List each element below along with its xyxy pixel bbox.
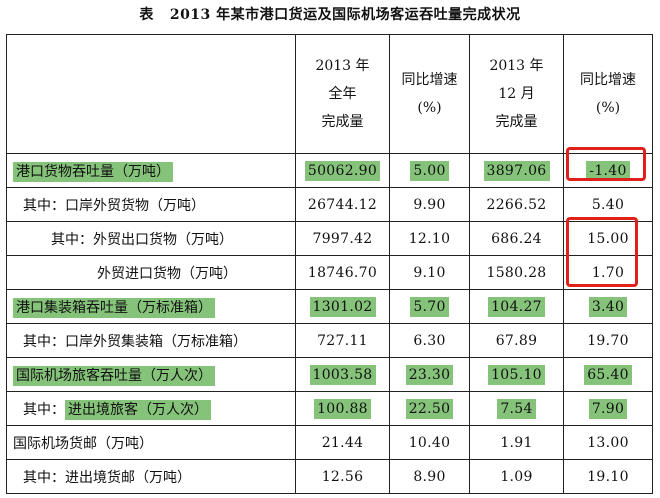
row-label: 其中：口岸外贸货物（万吨） [6, 187, 296, 222]
cell-december: 1580.28 [469, 255, 564, 290]
table-row-border-cargo-mail: 其中：进出境货邮（万吨） 12.56 8.90 1.09 19.10 [6, 459, 653, 494]
row-label: 其中：口岸外贸集装箱（万标准箱） [6, 323, 296, 358]
cell-december: 7.54 [469, 391, 564, 426]
cell-annual-growth: 5.00 [389, 153, 470, 188]
cell-annual-growth: 10.40 [389, 425, 470, 460]
cell-december: 2266.52 [469, 187, 564, 222]
table-title: 表 2013 年某市港口货运及国际机场客运吞吐量完成状况 [0, 4, 660, 24]
cell-december-growth: 65.40 [563, 357, 653, 392]
row-label: 国际机场旅客吞吐量（万人次） [6, 357, 296, 392]
header-row: 2013 年 全年 完成量 同比增速 (%) 2013 年 12 月 完成量 同… [6, 34, 653, 154]
table-row-foreign-trade-container: 其中：口岸外贸集装箱（万标准箱） 727.11 6.30 67.89 19.70 [6, 323, 653, 358]
cell-annual: 21.44 [295, 425, 390, 460]
throughput-table: 2013 年 全年 完成量 同比增速 (%) 2013 年 12 月 完成量 同… [6, 34, 653, 494]
header-cell-december: 2013 年 12 月 完成量 [469, 34, 564, 154]
table-row-airport-passengers: 国际机场旅客吞吐量（万人次） 1003.58 23.30 105.10 65.4… [6, 357, 653, 392]
table-row-border-passengers: 其中： 进出境旅客（万人次） 100.88 22.50 7.54 7.90 [6, 391, 653, 426]
cell-annual: 12.56 [295, 459, 390, 494]
cell-december: 67.89 [469, 323, 564, 358]
cell-annual: 1003.58 [295, 357, 390, 392]
cell-december-growth: 3.40 [563, 289, 653, 324]
row-label: 港口货物吞吐量（万吨） [6, 153, 296, 188]
cell-annual: 7997.42 [295, 221, 390, 256]
table-row-airport-cargo-mail: 国际机场货邮（万吨） 21.44 10.40 1.91 13.00 [6, 425, 653, 460]
cell-annual-growth: 22.50 [389, 391, 470, 426]
table-row-export-cargo: 其中：外贸出口货物（万吨） 7997.42 12.10 686.24 15.00 [6, 221, 653, 256]
cell-december: 686.24 [469, 221, 564, 256]
row-label: 国际机场货邮（万吨） [6, 425, 296, 460]
cell-december: 1.09 [469, 459, 564, 494]
cell-annual: 18746.70 [295, 255, 390, 290]
header-cell-item [6, 34, 296, 154]
cell-december-growth: 19.10 [563, 459, 653, 494]
row-label: 其中：进出境货邮（万吨） [6, 459, 296, 494]
cell-annual: 26744.12 [295, 187, 390, 222]
cell-december-growth: 5.40 [563, 187, 653, 222]
table-row-port-container: 港口集装箱吞吐量（万标准箱） 1301.02 5.70 104.27 3.40 [6, 289, 653, 324]
header-cell-annual-growth: 同比增速 (%) [389, 34, 470, 154]
cell-annual-growth: 9.10 [389, 255, 470, 290]
cell-annual-growth: 9.90 [389, 187, 470, 222]
table-row-import-cargo: 外贸进口货物（万吨） 18746.70 9.10 1580.28 1.70 [6, 255, 653, 290]
cell-annual: 100.88 [295, 391, 390, 426]
table-row-port-cargo: 港口货物吞吐量（万吨） 50062.90 5.00 3897.06 -1.40 [6, 153, 653, 188]
cell-december: 105.10 [469, 357, 564, 392]
cell-annual: 50062.90 [295, 153, 390, 188]
row-label: 其中： 进出境旅客（万人次） [6, 391, 296, 426]
cell-december-growth: 19.70 [563, 323, 653, 358]
cell-december-growth: 15.00 [563, 221, 653, 256]
cell-december-growth: 7.90 [563, 391, 653, 426]
table-title-text: 2013 年某市港口货运及国际机场客运吞吐量完成状况 [169, 7, 521, 23]
row-label: 外贸进口货物（万吨） [6, 255, 296, 290]
table-title-lead: 表 [139, 7, 154, 23]
table-row-foreign-trade-cargo: 其中：口岸外贸货物（万吨） 26744.12 9.90 2266.52 5.40 [6, 187, 653, 222]
cell-december-growth: -1.40 [563, 153, 653, 188]
cell-annual: 727.11 [295, 323, 390, 358]
header-cell-annual: 2013 年 全年 完成量 [295, 34, 390, 154]
header-cell-december-growth: 同比增速 (%) [563, 34, 653, 154]
cell-december: 1.91 [469, 425, 564, 460]
cell-december: 3897.06 [469, 153, 564, 188]
cell-december-growth: 1.70 [563, 255, 653, 290]
cell-annual-growth: 8.90 [389, 459, 470, 494]
cell-annual-growth: 23.30 [389, 357, 470, 392]
cell-annual-growth: 12.10 [389, 221, 470, 256]
cell-december: 104.27 [469, 289, 564, 324]
cell-annual-growth: 5.70 [389, 289, 470, 324]
cell-december-growth: 13.00 [563, 425, 653, 460]
cell-annual-growth: 6.30 [389, 323, 470, 358]
row-label: 其中：外贸出口货物（万吨） [6, 221, 296, 256]
row-label: 港口集装箱吞吐量（万标准箱） [6, 289, 296, 324]
cell-annual: 1301.02 [295, 289, 390, 324]
